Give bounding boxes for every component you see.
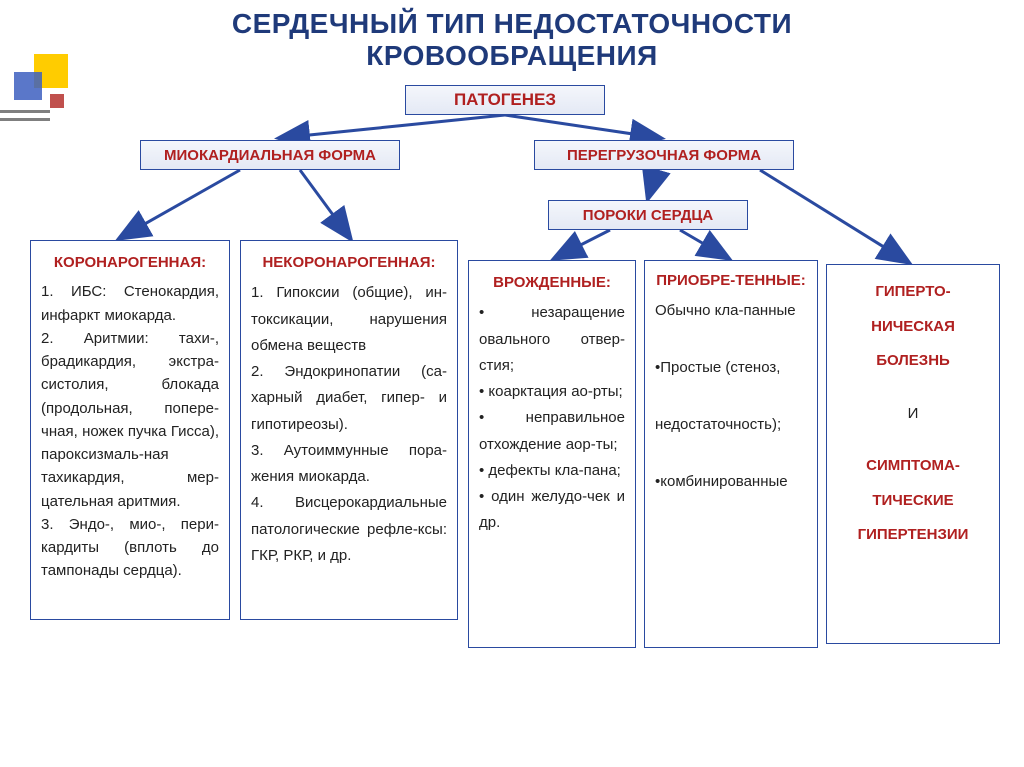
box-coronary: КОРОНАРОГЕННАЯ: 1. ИБС: Стенокардия, инф… <box>30 240 230 620</box>
box-head: ВРОЖДЕННЫЕ: <box>479 271 625 294</box>
hl: ГИПЕРТЕНЗИИ <box>837 518 989 553</box>
box-hypertension: ГИПЕРТО- НИЧЕСКАЯ БОЛЕЗНЬ И СИМПТОМА- ТИ… <box>826 264 1000 644</box>
header-label: ПЕРЕГРУЗОЧНАЯ ФОРМА <box>567 147 761 164</box>
decor-square-blue <box>14 72 42 100</box>
hypert-block: ГИПЕРТО- НИЧЕСКАЯ БОЛЕЗНЬ И СИМПТОМА- ТИ… <box>837 275 989 553</box>
header-label: МИОКАРДИАЛЬНАЯ ФОРМА <box>164 147 376 164</box>
box-acquired: ПРИОБРЕ-ТЕННЫЕ: Обычно кла-панные•Просты… <box>644 260 818 648</box>
hl: ГИПЕРТО- <box>837 275 989 310</box>
box-head: ПРИОБРЕ-ТЕННЫЕ: <box>655 271 807 291</box>
hl: НИЧЕСКАЯ <box>837 310 989 345</box>
title-line-1: СЕРДЕЧНЫЙ ТИП НЕДОСТАТОЧНОСТИ <box>0 8 1024 40</box>
decor-stripe <box>0 110 50 113</box>
page-title: СЕРДЕЧНЫЙ ТИП НЕДОСТАТОЧНОСТИ КРОВООБРАЩ… <box>0 0 1024 72</box>
header-myocardial: МИОКАРДИАЛЬНАЯ ФОРМА <box>140 140 400 170</box>
corner-decor <box>0 50 80 110</box>
box-head: КОРОНАРОГЕННАЯ: <box>41 251 219 274</box>
decor-stripe <box>0 118 50 121</box>
box-body: 1. Гипоксии (общие), ин-токсикации, нару… <box>251 280 447 569</box>
box-body: • незаращение овального отвер-стия;• коа… <box>479 300 625 536</box>
hl: ТИЧЕСКИЕ <box>837 484 989 519</box>
header-label: ПАТОГЕНЕЗ <box>454 90 556 110</box>
title-line-2: КРОВООБРАЩЕНИЯ <box>0 40 1024 72</box>
box-body: Обычно кла-панные•Простые (стеноз,недост… <box>655 297 807 497</box>
box-noncoronary: НЕКОРОНАРОГЕННАЯ: 1. Гипоксии (общие), и… <box>240 240 458 620</box>
header-defects: ПОРОКИ СЕРДЦА <box>548 200 748 230</box>
hl: БОЛЕЗНЬ <box>837 344 989 379</box>
box-body: 1. ИБС: Стенокардия, инфаркт миокарда.2.… <box>41 280 219 582</box>
decor-square-red <box>50 94 64 108</box>
header-overload: ПЕРЕГРУЗОЧНАЯ ФОРМА <box>534 140 794 170</box>
hl-and: И <box>837 397 989 432</box>
hl: СИМПТОМА- <box>837 449 989 484</box>
header-label: ПОРОКИ СЕРДЦА <box>583 207 713 224</box>
box-congenital: ВРОЖДЕННЫЕ: • незаращение овального отве… <box>468 260 636 648</box>
header-pathogenesis: ПАТОГЕНЕЗ <box>405 85 605 115</box>
box-head: НЕКОРОНАРОГЕННАЯ: <box>251 251 447 274</box>
